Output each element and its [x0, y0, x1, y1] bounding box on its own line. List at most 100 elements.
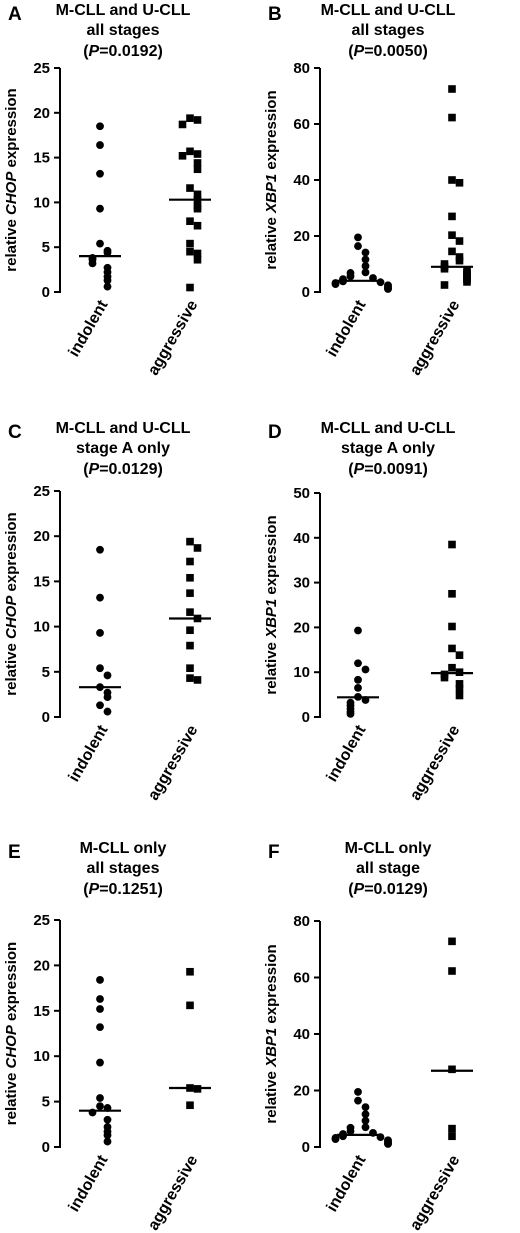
data-point-aggressive: [186, 641, 194, 650]
data-point-aggressive: [448, 937, 456, 946]
data-point-aggressive: [455, 684, 464, 693]
data-point-indolent: [103, 1115, 112, 1124]
data-point-aggressive: [186, 557, 194, 566]
y-axis-label: relative XBP1 expression: [263, 90, 280, 269]
panel-e: E M-CLL only all stages (P=0.1251) 0 5 10 15 20 2…: [3, 840, 211, 1233]
p-value-label: (P=0.0050): [348, 43, 428, 60]
y-tick-label: 50: [293, 485, 310, 502]
p-value-part: P: [89, 461, 100, 478]
data-point-aggressive: [455, 237, 464, 245]
y-tick-label: 10: [33, 619, 50, 636]
y-tick-label: 40: [293, 1026, 310, 1043]
data-point-indolent: [346, 709, 355, 718]
data-point-indolent: [96, 204, 104, 213]
data-point-aggressive: [186, 537, 194, 546]
y-axis-label: relative XBP1 expression: [263, 515, 280, 694]
p-value-part: (: [348, 881, 354, 898]
data-point-aggressive: [193, 190, 202, 199]
data-point-aggressive: [448, 85, 456, 93]
y-axis-label-part: XBP1: [263, 599, 280, 639]
data-point-indolent: [96, 239, 104, 248]
data-point-indolent: [88, 259, 97, 268]
data-point-indolent: [354, 233, 362, 242]
data-point-aggressive: [186, 674, 194, 682]
data-point-aggressive: [448, 176, 456, 184]
x-category-label: indolent: [324, 297, 370, 360]
y-axis-label-part: relative: [3, 215, 20, 272]
data-point-aggressive: [186, 626, 194, 635]
panel-title-line2: all stages: [87, 22, 160, 39]
y-axis-label-part: relative: [263, 213, 280, 270]
p-value-part: P: [354, 43, 365, 60]
y-tick-label: 0: [42, 284, 50, 301]
data-point-indolent: [96, 1094, 104, 1102]
data-point-aggressive: [448, 113, 456, 122]
y-tick-label: 30: [293, 575, 310, 592]
panel-letter: A: [8, 4, 22, 25]
x-category-label: aggressive: [407, 297, 464, 378]
data-point-indolent: [103, 276, 112, 285]
p-value-part: =0.0050): [364, 43, 428, 60]
x-category-label: indolent: [66, 1152, 112, 1215]
data-point-indolent: [384, 1140, 392, 1148]
panel-c: C M-CLL and U-CLL stage A only (P=0.0129) 0 5…: [3, 420, 211, 803]
data-point-aggressive: [448, 1065, 456, 1074]
data-point-indolent: [96, 1102, 104, 1111]
p-value-part: P: [354, 881, 365, 898]
data-point-indolent: [339, 1132, 347, 1141]
data-point-aggressive: [455, 680, 464, 688]
data-point-aggressive: [448, 663, 456, 672]
data-point-aggressive: [193, 116, 202, 124]
data-point-aggressive: [186, 217, 194, 226]
p-value-part: P: [354, 461, 365, 478]
data-point-indolent: [376, 278, 385, 287]
y-tick-label: 15: [33, 573, 50, 590]
data-point-indolent: [96, 664, 104, 673]
data-point-indolent: [354, 659, 362, 668]
panel-title-line2: stage A only: [341, 440, 435, 457]
data-point-indolent: [96, 995, 104, 1003]
data-point-indolent: [361, 1110, 370, 1119]
panel-b: B M-CLL and U-CLL all stages (P=0.0050) 0 20 4…: [263, 2, 473, 378]
data-point-aggressive: [186, 147, 194, 156]
y-tick-label: 0: [302, 709, 310, 726]
p-value-part: =0.0192): [99, 43, 163, 60]
data-point-aggressive: [186, 664, 194, 672]
y-tick-label: 25: [33, 912, 50, 929]
data-point-indolent: [331, 1135, 340, 1143]
data-point-indolent: [103, 248, 112, 257]
data-point-indolent: [346, 1127, 355, 1136]
y-tick-label: 40: [293, 530, 310, 547]
x-category-label: aggressive: [407, 1152, 464, 1233]
y-tick-label: 15: [33, 150, 50, 167]
y-axis-label-part: expression: [263, 90, 280, 173]
y-tick-label: 20: [293, 1083, 310, 1100]
panel-letter: B: [268, 4, 282, 25]
data-point-indolent: [361, 268, 370, 277]
panel-title-line2: all stages: [87, 860, 160, 877]
data-point-indolent: [354, 242, 362, 250]
data-point-aggressive: [186, 1001, 194, 1010]
data-point-aggressive: [455, 179, 464, 187]
y-axis-label: relative CHOP expression: [3, 512, 20, 695]
data-point-indolent: [103, 282, 112, 291]
data-point-indolent: [96, 593, 104, 602]
data-point-indolent: [96, 169, 104, 178]
p-value-part: =0.0091): [364, 461, 428, 478]
p-value-label: (P=0.1251): [83, 881, 163, 898]
data-point-aggressive: [463, 278, 471, 286]
data-point-aggressive: [178, 152, 187, 160]
panel-title-line2: all stage: [356, 860, 420, 877]
data-point-aggressive: [440, 264, 449, 273]
x-category-label: indolent: [66, 297, 112, 360]
data-point-indolent: [384, 285, 392, 293]
data-point-aggressive: [193, 221, 202, 230]
y-axis-label-part: expression: [3, 88, 20, 171]
data-point-indolent: [361, 255, 370, 264]
p-value-label: (P=0.0192): [83, 43, 163, 60]
data-point-indolent: [331, 280, 340, 289]
data-point-aggressive: [186, 114, 194, 122]
y-axis-label-part: expression: [263, 944, 280, 1027]
